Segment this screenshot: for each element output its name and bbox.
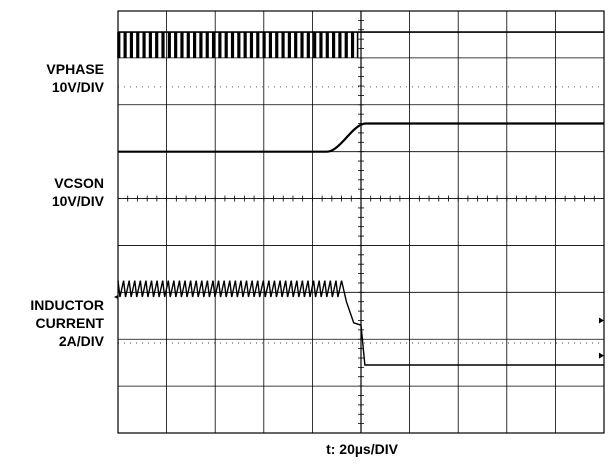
vcson-trace (118, 122, 604, 153)
vcson-label-scale: 10V/DIV (51, 193, 104, 209)
inductor-ground-marker (114, 295, 118, 300)
right-marker (599, 352, 604, 359)
x-axis-label: t: 20µs/DIV (326, 441, 398, 457)
grid (117, 10, 605, 434)
inductor-current-label-line2: CURRENT (35, 315, 104, 331)
vphase-label-name: VPHASE (46, 61, 104, 77)
inductor-current-label-line3: 2A/DIV (58, 333, 104, 349)
vphase-label-scale: 10V/DIV (51, 79, 104, 95)
inductor-current-label: INDUCTOR CURRENT 2A/DIV (30, 296, 104, 350)
vcson-label-name: VCSON (54, 175, 104, 191)
vcson-label: VCSON 10V/DIV (52, 174, 104, 210)
traces (114, 31, 604, 366)
inductor-current-trace (117, 280, 604, 366)
vphase-label: VPHASE 10V/DIV (46, 60, 104, 96)
vphase-trace (117, 31, 604, 58)
inductor-current-label-line1: INDUCTOR (30, 297, 104, 313)
right-marker (599, 317, 604, 324)
